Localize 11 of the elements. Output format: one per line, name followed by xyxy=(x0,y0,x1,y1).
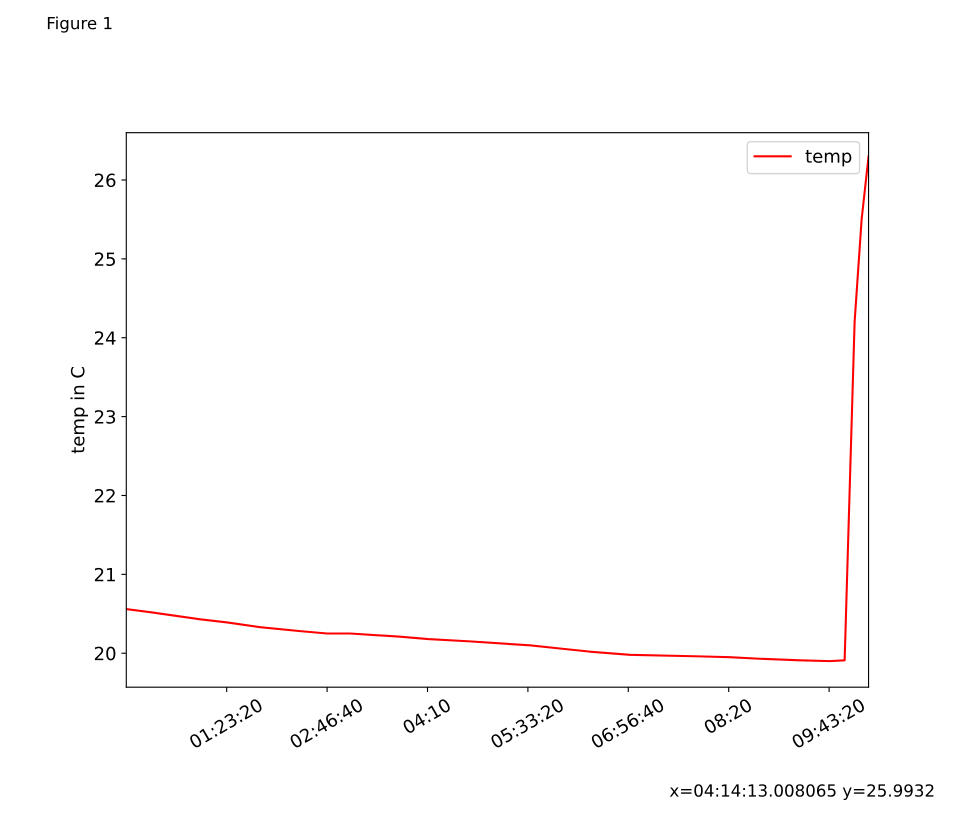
caption: Figure 1 xyxy=(48,16,112,33)
y-tick-label: 25 xyxy=(94,252,115,266)
y-tick-label: 22 xyxy=(94,488,115,502)
y-tick-label: 24 xyxy=(94,331,116,345)
y-tick-label: 20 xyxy=(94,646,116,660)
y-tick-label: 23 xyxy=(94,410,116,424)
y-tick-label: 26 xyxy=(94,173,116,188)
legend-label: temp xyxy=(806,150,852,166)
text: x=04:14:13.008065 y=25.9932 xyxy=(670,784,934,800)
y-axis-title: temp in C xyxy=(70,366,88,454)
y-tick-label: 21 xyxy=(94,568,115,582)
